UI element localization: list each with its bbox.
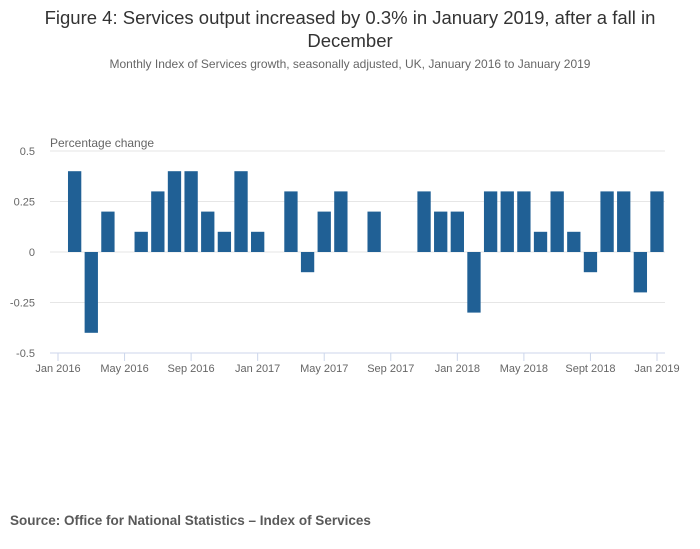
bar-oct-2018[interactable]	[600, 191, 614, 252]
bar-may-2017[interactable]	[317, 211, 331, 252]
bar-jul-2018[interactable]	[550, 191, 564, 252]
bar-jan-2019[interactable]	[650, 191, 664, 252]
bar-apr-2016[interactable]	[101, 211, 115, 252]
x-tick-label: Sept 2018	[565, 363, 615, 375]
bar-mar-2016[interactable]	[84, 252, 98, 333]
x-tick-label: May 2016	[100, 363, 148, 375]
bar-aug-2018[interactable]	[567, 231, 581, 252]
bar-apr-2018[interactable]	[500, 191, 514, 252]
bar-aug-2017[interactable]	[367, 211, 381, 252]
gridlines	[50, 150, 665, 303]
source-note: Source: Office for National Statistics –…	[10, 513, 371, 528]
y-tick-label: -0.5	[16, 348, 35, 360]
bar-jun-2018[interactable]	[533, 231, 548, 252]
bar-nov-2016[interactable]	[217, 231, 232, 252]
y-tick-label: 0.5	[20, 146, 35, 158]
x-tick-label: Jan 2017	[235, 363, 280, 375]
bar-feb-2018[interactable]	[467, 252, 481, 313]
bar-jun-2017[interactable]	[334, 191, 348, 252]
chart-subtitle: Monthly Index of Services growth, season…	[109, 57, 591, 71]
bar-dec-2017[interactable]	[434, 211, 448, 252]
bar-jun-2016[interactable]	[134, 231, 148, 252]
y-axis-ticks: 0.5 0.25 0 -0.25 -0.5	[10, 146, 35, 360]
x-tick-label: May 2017	[300, 363, 348, 375]
bar-nov-2017[interactable]	[417, 191, 431, 252]
bar-sep-2016[interactable]	[184, 171, 198, 252]
bar-mar-2018[interactable]	[483, 191, 498, 252]
x-tick-label: Jan 2018	[435, 363, 480, 375]
y-tick-label: 0.25	[14, 197, 35, 209]
bar-jan-2018[interactable]	[450, 211, 464, 252]
bar-mar-2017[interactable]	[284, 191, 298, 252]
bar-nov-2018[interactable]	[617, 191, 631, 252]
y-axis-title: Percentage change	[50, 136, 154, 150]
x-tick-label: Sep 2016	[168, 363, 215, 375]
x-tick-label: Jan 2016	[35, 363, 80, 375]
bar-feb-2016[interactable]	[67, 171, 82, 252]
x-tick-label: May 2018	[500, 363, 548, 375]
bars	[67, 171, 664, 333]
x-axis: Jan 2016 May 2016 Sep 2016 Jan 2017 May 2017…	[35, 352, 680, 375]
y-tick-label: -0.25	[10, 298, 35, 310]
x-tick-label: Sep 2017	[367, 363, 414, 375]
bar-sep-2018[interactable]	[583, 252, 598, 273]
bar-dec-2018[interactable]	[633, 252, 648, 293]
x-tick-label: Jan 2019	[634, 363, 679, 375]
bar-oct-2016[interactable]	[201, 211, 215, 252]
bar-may-2018[interactable]	[517, 191, 531, 252]
y-tick-label: 0	[29, 247, 35, 259]
chart-title: Figure 4: Services output increased by 0…	[44, 7, 656, 51]
bar-dec-2016[interactable]	[234, 171, 248, 252]
bar-apr-2017[interactable]	[300, 252, 315, 273]
bar-jul-2016[interactable]	[151, 191, 165, 252]
bar-jan-2017[interactable]	[251, 231, 265, 252]
bar-aug-2016[interactable]	[167, 171, 182, 252]
